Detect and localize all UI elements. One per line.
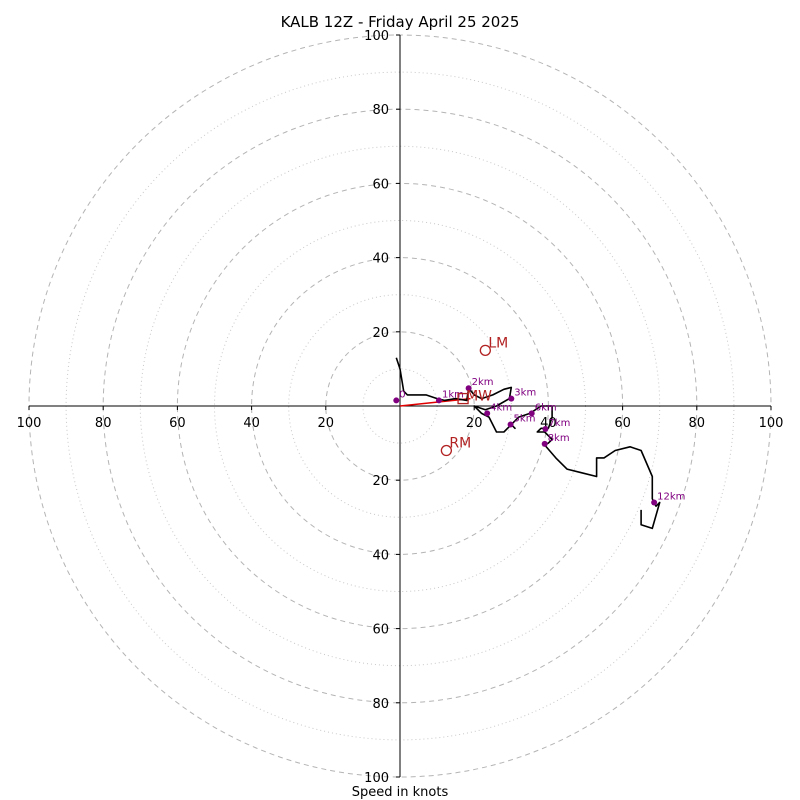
height-marker-8km: 8km: [541, 433, 570, 447]
y-tick-label: 100: [364, 771, 389, 786]
storm-motion-lm: LM: [479, 335, 508, 357]
height-marker-dot: [465, 385, 472, 392]
height-marker-dot: [435, 397, 442, 404]
height-marker-0: 0: [393, 389, 406, 404]
x-tick-label: 80: [95, 416, 112, 431]
x-tick-label: 60: [169, 416, 186, 431]
height-marker-label: 0: [399, 389, 405, 400]
hodograph-trace-line: [395, 357, 661, 530]
height-marker-label: 1km: [442, 389, 464, 400]
axis-tick-labels: 100 80 60 40 20 20 40 60 80 100100806040202040608…: [17, 29, 784, 786]
height-marker-3km: 3km: [508, 388, 536, 402]
chart-title: KALB 12Z - Friday April 25 2025: [281, 13, 520, 31]
y-tick-label: 20: [372, 474, 389, 489]
height-marker-label: 6km: [535, 402, 557, 413]
y-tick-label: 60: [372, 177, 389, 192]
x-tick-label: 40: [243, 416, 260, 431]
height-marker-label: 2km: [472, 377, 494, 388]
y-tick-label: 60: [372, 623, 389, 638]
storm-motion-mw: MW: [457, 389, 492, 405]
x-tick-label: 60: [614, 416, 631, 431]
height-marker-dot: [393, 397, 400, 404]
height-marker-4km: 4km: [484, 402, 512, 417]
height-marker-1km: 1km: [435, 389, 464, 404]
storm-motion-label: RM: [449, 436, 471, 452]
height-marker-7km: 7km: [542, 418, 570, 433]
x-tick-label: 80: [689, 416, 706, 431]
height-marker-label: 8km: [548, 433, 570, 444]
height-marker-label: 5km: [514, 414, 536, 425]
height-marker-dot: [542, 426, 549, 433]
y-tick-label: 80: [372, 103, 389, 118]
height-marker-5km: 5km: [507, 414, 536, 428]
x-axis-label: Speed in knots: [352, 785, 449, 800]
x-tick-label: 100: [759, 416, 784, 431]
height-marker-12km: 12km: [651, 491, 685, 506]
height-marker-dot: [508, 395, 515, 402]
storm-motion-layer: LM RM MW: [440, 335, 508, 457]
height-marker-dot: [651, 499, 658, 506]
storm-motion-rm: RM: [440, 436, 471, 457]
y-tick-label: 20: [372, 326, 389, 341]
height-marker-dot: [484, 410, 491, 417]
height-marker-label: 4km: [490, 402, 512, 413]
x-tick-label: 20: [466, 416, 483, 431]
x-tick-label: 20: [318, 416, 335, 431]
hodograph-trace-layer: [395, 357, 661, 530]
y-tick-label: 40: [372, 548, 389, 563]
storm-motion-label: MW: [466, 389, 492, 405]
height-marker-label: 7km: [548, 418, 570, 429]
height-marker-dot: [541, 440, 548, 447]
x-tick-label: 100: [17, 416, 42, 431]
storm-motion-label: LM: [488, 335, 508, 351]
y-tick-label: 80: [372, 697, 389, 712]
height-marker-label: 12km: [657, 491, 685, 502]
height-marker-label: 3km: [514, 388, 536, 399]
storm-motion-marker: [440, 444, 453, 457]
height-marker-6km: 6km: [528, 402, 557, 417]
height-marker-dot: [507, 421, 514, 428]
storm-motion-marker: [457, 392, 469, 405]
y-tick-label: 40: [372, 252, 389, 267]
y-tick-label: 100: [364, 29, 389, 44]
height-marker-2km: 2km: [465, 377, 494, 392]
height-marker-dot: [528, 410, 535, 417]
storm-motion-marker: [479, 344, 491, 357]
